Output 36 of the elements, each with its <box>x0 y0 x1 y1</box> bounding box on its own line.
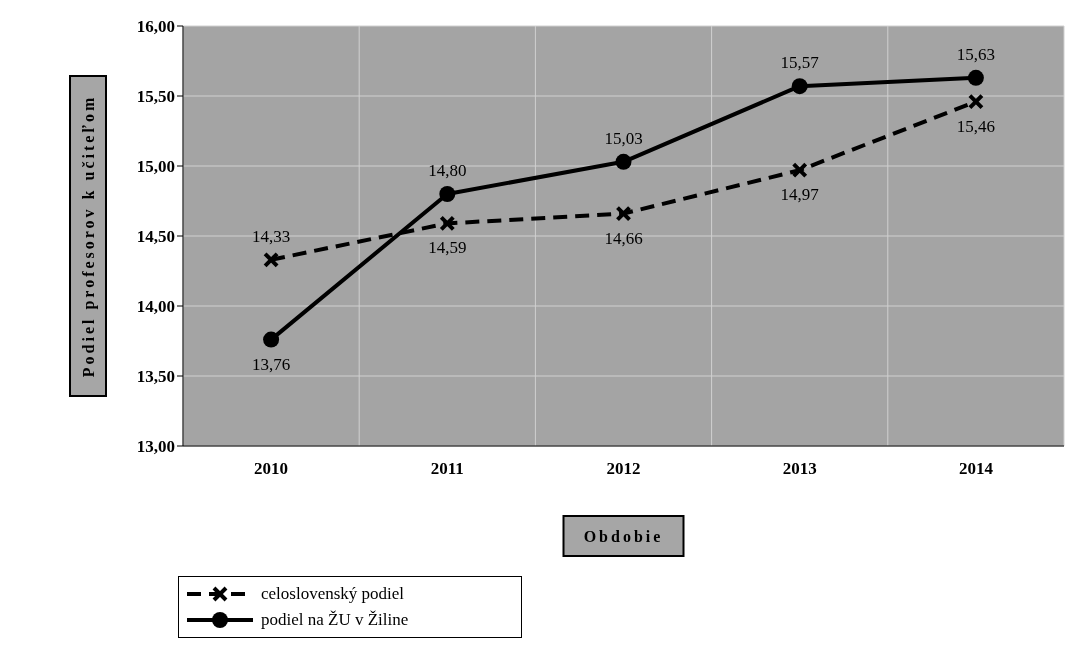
x-tick-label: 2014 <box>958 459 994 479</box>
point <box>263 331 280 348</box>
x-tick-label: 2010 <box>254 459 289 479</box>
data-label: 14,33 <box>251 226 291 246</box>
y-tick-label: 14,50 <box>136 227 175 247</box>
y-tick-label: 13,00 <box>136 437 175 457</box>
x-tick-label: 2012 <box>606 459 641 479</box>
point <box>967 69 984 86</box>
point <box>439 215 456 232</box>
data-label: 15,57 <box>780 53 820 73</box>
x-axis-title: Obdobie <box>583 527 664 545</box>
point <box>439 186 456 202</box>
point <box>791 162 808 179</box>
x-tick-label: 2011 <box>430 459 464 479</box>
data-label: 13,76 <box>251 354 291 374</box>
y-tick-label: 14,00 <box>136 297 175 317</box>
legend-label: podiel na ŽU v Žiline <box>261 610 409 630</box>
y-axis-title: Podiel profesorov k učiteľom <box>79 94 98 378</box>
data-label: 15,63 <box>956 44 996 64</box>
data-label: 14,59 <box>428 238 467 258</box>
y-tick-label: 15,50 <box>136 87 175 107</box>
y-tick-label: 16,00 <box>136 17 175 37</box>
point <box>615 153 632 170</box>
data-label: 14,66 <box>604 228 643 248</box>
point <box>967 93 984 110</box>
point <box>615 205 632 222</box>
legend-label: celoslovenský podiel <box>261 584 405 604</box>
point <box>791 78 808 95</box>
data-label: 14,80 <box>428 161 467 180</box>
point <box>263 251 280 268</box>
y-tick-label: 15,00 <box>136 157 175 177</box>
data-label: 15,03 <box>604 128 643 148</box>
data-label: 15,46 <box>956 116 996 136</box>
y-tick-label: 13,50 <box>136 367 175 387</box>
x-tick-label: 2013 <box>782 459 817 479</box>
data-label: 14,97 <box>780 185 820 205</box>
